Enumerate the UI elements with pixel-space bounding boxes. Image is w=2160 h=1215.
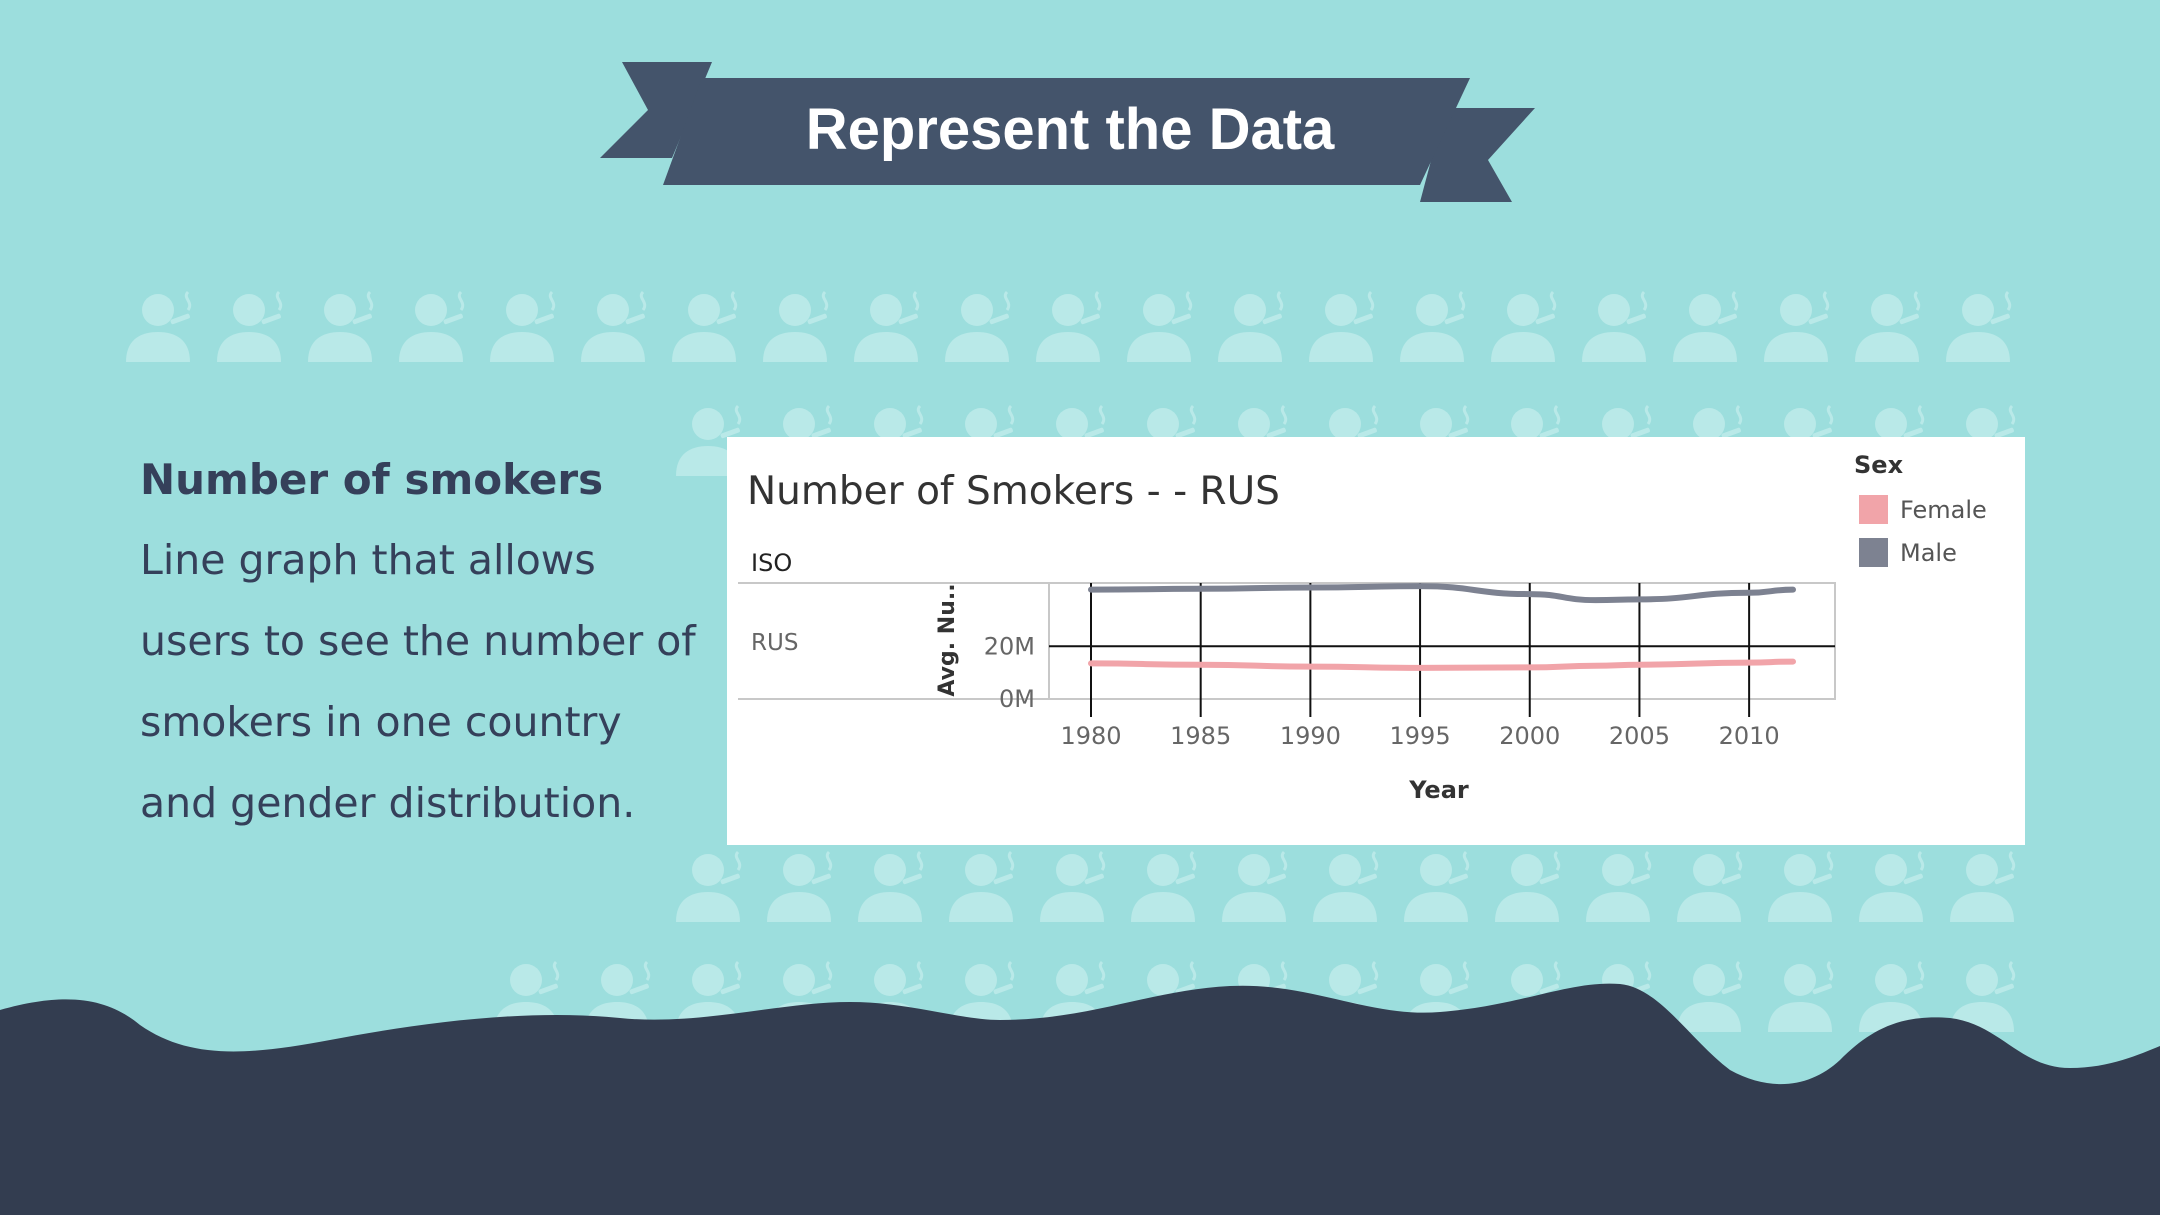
row-label: RUS bbox=[751, 630, 798, 656]
legend-swatch-male bbox=[1859, 538, 1888, 567]
description-body: Line graph that allows users to see the … bbox=[140, 536, 696, 827]
x-tick-label: 2005 bbox=[1609, 722, 1670, 750]
x-tick-label: 1985 bbox=[1170, 722, 1231, 750]
y-tick-label: 0M bbox=[999, 685, 1035, 713]
legend-title: Sex bbox=[1854, 451, 1904, 479]
legend-label-female: Female bbox=[1900, 496, 1987, 524]
chart-title: Number of Smokers - - RUS bbox=[747, 469, 1280, 514]
x-tick-label: 1995 bbox=[1390, 722, 1451, 750]
legend-label-male: Male bbox=[1900, 539, 1957, 567]
plot-border bbox=[1048, 582, 1836, 700]
x-tick-label: 1990 bbox=[1280, 722, 1341, 750]
legend: Sex Female Male bbox=[1854, 451, 1987, 567]
description: Number of smokers Line graph that allows… bbox=[140, 440, 700, 844]
row-header: ISO bbox=[751, 549, 792, 577]
legend-swatch-female bbox=[1859, 495, 1888, 524]
y-axis-label: Avg. Nu.. bbox=[935, 583, 960, 696]
y-tick-label: 20M bbox=[984, 632, 1035, 660]
chart-card: Number of Smokers - - RUS ISO RUS Avg. N… bbox=[727, 437, 2025, 845]
series-line-female bbox=[1088, 658, 1796, 671]
line-chart: Number of Smokers - - RUS ISO RUS Avg. N… bbox=[738, 451, 1987, 804]
x-tick-label: 2010 bbox=[1719, 722, 1780, 750]
description-heading: Number of smokers bbox=[140, 455, 604, 504]
x-tick-label: 1980 bbox=[1060, 722, 1121, 750]
series-line-male bbox=[1088, 583, 1796, 604]
x-axis-label: Year bbox=[1408, 776, 1469, 804]
x-tick-label: 2000 bbox=[1499, 722, 1560, 750]
plot-area: 1980 1985 1990 1995 2000 2005 2010 0M 20M bbox=[984, 582, 1836, 750]
page-title: Represent the Data bbox=[805, 97, 1335, 162]
